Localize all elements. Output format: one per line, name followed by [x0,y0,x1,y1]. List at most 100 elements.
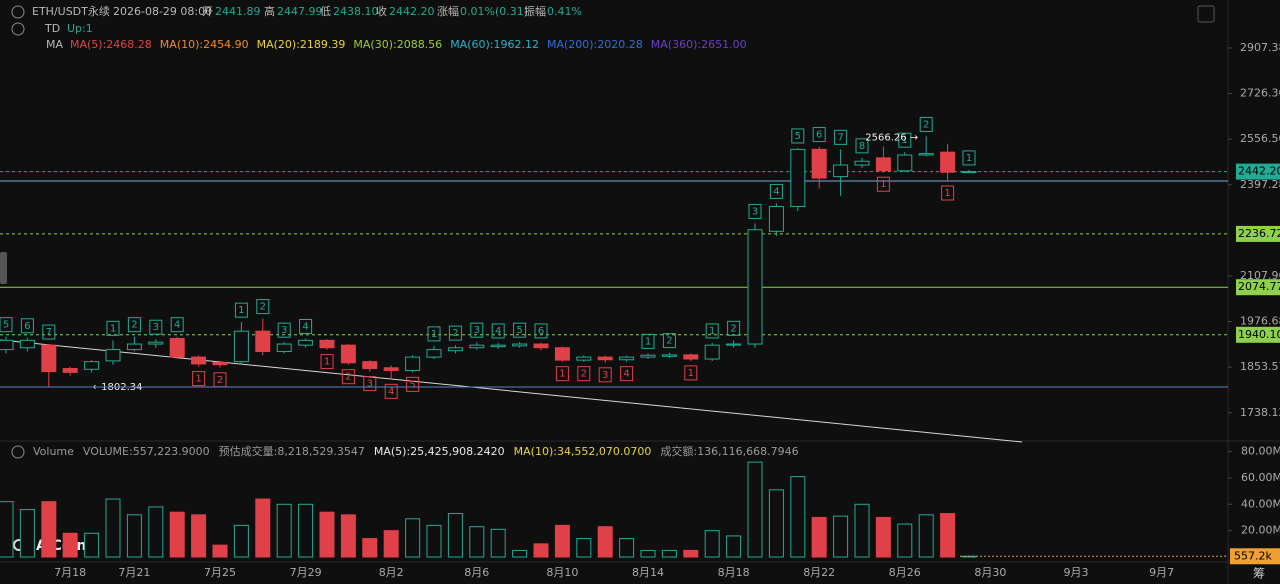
td-count: 3 [153,322,159,333]
candle-body [533,343,549,349]
collapse-button[interactable] [11,445,25,459]
volume-tick-label: 20.00M [1241,524,1280,537]
volume-bar [875,516,891,558]
td-box [406,376,420,392]
td-count: 4 [623,369,629,380]
candle-body [768,205,784,232]
td-count: 2 [666,336,672,347]
volume-bar [661,549,677,558]
level-label: 2236.72 [1238,227,1280,240]
candle-body [490,344,506,348]
volume-bar [233,524,249,558]
candle-body [191,356,207,365]
volume-bar [940,513,956,558]
td-count: 4 [388,386,394,397]
candle-body [747,229,763,345]
x-tick-label: 9月3 [1064,566,1089,579]
td-box [555,366,569,382]
td-count: 2 [923,119,929,130]
candle-body [897,154,913,172]
volume-bar [340,514,356,558]
td-box [127,317,141,333]
candle-body [875,157,891,172]
td-box [427,326,441,342]
volume-bar [619,538,635,558]
candle-body [169,338,185,358]
legend-entry: MA(5):25,425,908.2420 [374,445,505,458]
volume-bar [640,549,656,558]
level-label: 2442.20 [1238,165,1280,178]
fullscreen-button[interactable] [1197,5,1215,23]
volume-bar [191,514,207,558]
td-count: 3 [281,325,287,336]
value: 2438.10 [333,5,379,18]
legend-entry: MA(10):2454.90 [160,38,249,51]
side-handle[interactable] [0,252,7,284]
td-count: 4 [174,320,180,331]
td-count: 5 [3,320,9,331]
td-count: 1 [110,323,116,334]
td-box [705,323,719,339]
value: 2441.89 [215,5,261,18]
td-box [513,322,527,338]
x-tick-label: 7月25 [204,566,236,579]
td-box [320,354,334,370]
td-count: 7 [46,327,52,338]
td-count: 3 [367,379,373,390]
x-tick-label: 8月18 [718,566,750,579]
candle-body [19,339,35,349]
volume-bar [19,509,35,558]
td-box [684,365,698,381]
legend-entry: MA(20):2189.39 [257,38,346,51]
volume-bar [62,532,78,558]
td-box [769,183,783,199]
collapse-button[interactable] [11,5,25,19]
y-tick-label: 1976.68 [1240,315,1280,328]
td-box [727,320,741,336]
y-tick-label: 2726.30 [1240,87,1280,100]
candle-body [854,160,870,166]
candle-body [726,343,742,346]
volume-bar [469,526,485,558]
legend-entry: Volume [33,445,74,458]
x-tick-label: 8月26 [889,566,921,579]
chips-tab[interactable]: 筹 [1253,567,1265,581]
td-box [662,333,676,349]
candle-body [512,343,528,347]
td-box [812,127,826,143]
td-count: 2 [730,323,736,334]
td-count: 6 [538,326,544,337]
y-tick-label: 1853.57 [1240,360,1280,373]
volume-bar [362,538,378,558]
collapse-button[interactable] [11,22,25,36]
td-box [192,371,206,387]
td-box [491,323,505,339]
td-count: 1 [688,368,694,379]
time: 2026-08-29 08:00 [113,5,212,18]
legend-entry: MA(360):2651.00 [651,38,747,51]
x-tick-label: 9月7 [1149,566,1174,579]
candle-body [447,347,463,352]
indicator-name: TD [44,22,60,35]
candle-body [661,354,677,357]
td-box [598,367,612,383]
volume-bar [790,476,806,558]
candle-body [340,344,356,364]
candle-body [126,343,142,351]
candle-body [790,148,806,207]
volume-bar [255,498,271,558]
price-annotation: 2566.26 → [865,132,918,143]
candle-body [0,339,14,351]
td-count: 4 [495,326,501,337]
label: 开 [202,5,213,18]
td-box [106,320,120,336]
candle-body [469,344,485,349]
td-count: 1 [431,329,437,340]
td-box [341,369,355,385]
level-tag [1236,163,1280,180]
symbol: ETH/USDT永续 [32,4,110,18]
td-box [577,366,591,382]
td-count: 2 [452,328,458,339]
volume-bar [426,524,442,558]
td-count: 5 [795,131,801,142]
